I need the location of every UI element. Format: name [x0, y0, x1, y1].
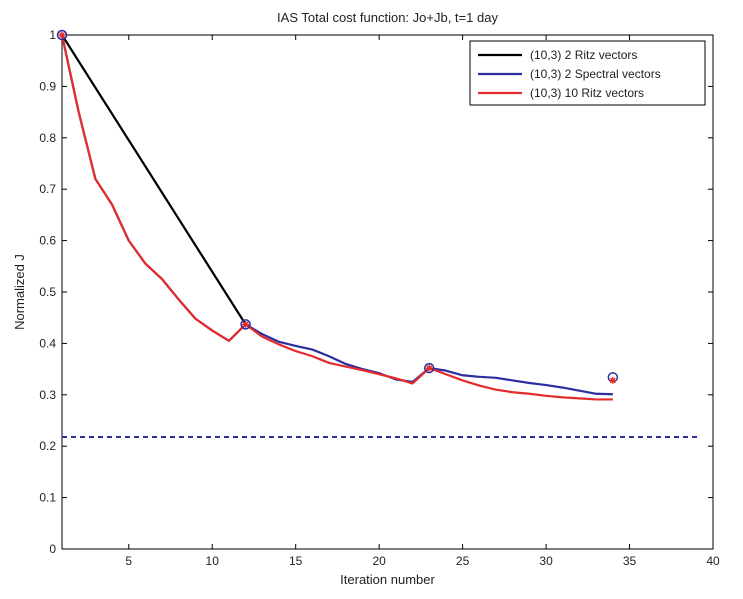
- series-line-1: [61, 34, 247, 325]
- y-tick-label: 0.4: [39, 336, 56, 350]
- legend-entry-2: (10,3) 2 Spectral vectors: [530, 67, 661, 81]
- y-tick-label: 1: [49, 28, 56, 42]
- y-axis-label: Normalized J: [12, 254, 27, 330]
- legend: (10,3) 2 Ritz vectors (10,3) 2 Spectral v…: [469, 40, 706, 106]
- x-axis-label: Iteration number: [340, 572, 435, 587]
- y-tick-label: 0.2: [39, 439, 56, 453]
- plot-area: 5 10 15 20 25 30 35 40 0 0.1 0.2 0.3 0.4 0.5 0.6 0.7 0.8…: [39, 28, 720, 568]
- x-tick-label: 5: [125, 554, 132, 568]
- legend-entry-1: (10,3) 2 Ritz vectors: [530, 48, 637, 62]
- x-tick-label: 10: [206, 554, 220, 568]
- star-marker: [58, 31, 66, 39]
- y-tick-label: 0.8: [39, 131, 56, 145]
- y-tick-label: 0.6: [39, 234, 56, 248]
- star-marker: [242, 320, 250, 328]
- star-marker: [425, 364, 433, 372]
- y-tick-label: 0.9: [39, 79, 56, 93]
- circle-marker: [240, 319, 251, 330]
- x-tick-label: 15: [289, 554, 303, 568]
- circle-marker: [56, 29, 68, 41]
- legend-entry-3: (10,3) 10 Ritz vectors: [530, 86, 644, 100]
- x-tick-label: 30: [539, 554, 553, 568]
- y-tick-label: 0: [49, 542, 56, 556]
- y-tick-label: 0.5: [39, 285, 56, 299]
- x-tick-label: 20: [372, 554, 386, 568]
- chart-title: IAS Total cost function: Jo+Jb, t=1 day: [277, 10, 498, 25]
- series-line-3: [60, 34, 613, 401]
- x-tick-label: 40: [706, 554, 720, 568]
- circle-marker: [423, 362, 435, 374]
- x-tick-label: 25: [456, 554, 470, 568]
- star-marker: [609, 376, 617, 384]
- y-tick-label: 0.3: [39, 388, 56, 402]
- x-tick-label: 35: [623, 554, 637, 568]
- y-tick-label: 0.7: [39, 182, 56, 196]
- y-tick-label: 0.1: [39, 491, 56, 505]
- axes-box: [61, 34, 714, 550]
